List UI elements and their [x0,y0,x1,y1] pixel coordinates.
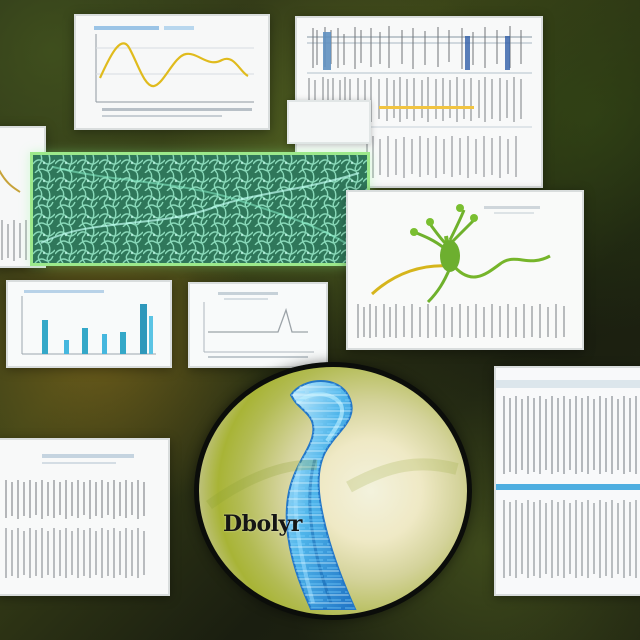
plant-diagram-image [348,192,582,348]
line-chart-image [76,16,268,128]
bar-chart-panel [6,280,172,368]
line-chart-panel [74,14,270,130]
plant-icon [370,204,551,304]
spine-circle-panel: Dbolyr [194,362,472,620]
network-panel-tab [287,100,371,144]
data-table-image-left-bottom [0,440,168,594]
network-pattern-panel [30,152,370,266]
spike-plot-image [190,284,326,366]
data-table-panel-right-bottom [494,366,640,596]
network-pattern-image [33,155,367,263]
bar-chart-image [8,282,170,366]
plant-diagram-panel [346,190,584,350]
data-table-image-right-bottom [496,368,640,594]
data-table-panel-left-bottom [0,438,170,596]
spine-icon [285,380,357,610]
circle-label: Dbolyr [223,511,302,537]
spike-plot-panel [188,282,328,368]
spine-illustration [206,380,459,610]
